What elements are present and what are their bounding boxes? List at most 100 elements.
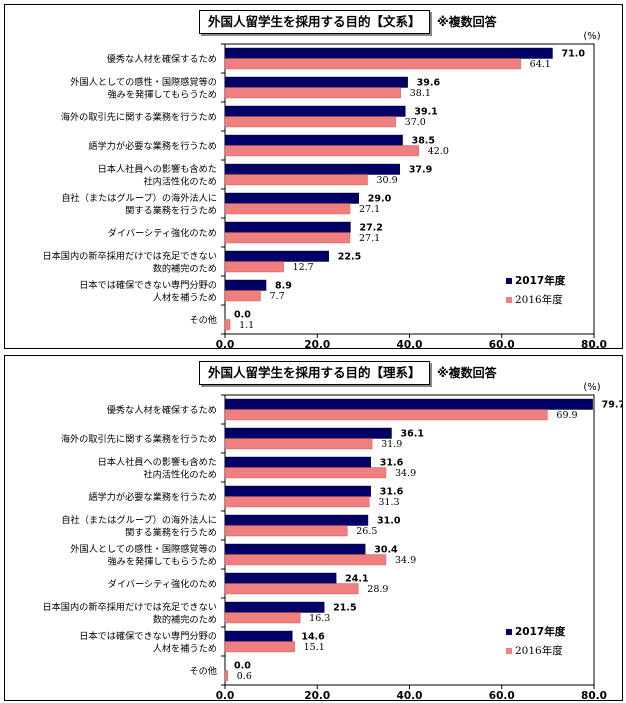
category-label: 人材を補うため bbox=[153, 642, 217, 654]
category-label: 強みを発揮してもらうため bbox=[107, 555, 217, 567]
bar-chart-sciences: (%) 0.0 20.0 40.0 60.0 80.0 優秀な人材を確保するため 79.7 69… bbox=[42, 382, 622, 700]
bar-2016 bbox=[224, 174, 368, 186]
data-label-2017: 31.6 bbox=[380, 487, 404, 498]
category-label: ダイバーシティ強化のため bbox=[108, 227, 217, 239]
bar-2017 bbox=[224, 485, 371, 497]
chart-note: ※複数回答 bbox=[437, 366, 497, 380]
category-label: 強みを発揮してもらうため bbox=[107, 88, 217, 100]
data-label-2016: 16.3 bbox=[309, 613, 330, 624]
bar-2017 bbox=[224, 221, 351, 233]
bar-2016 bbox=[224, 58, 521, 70]
bar-2016 bbox=[224, 290, 261, 302]
data-label-2016: 64.1 bbox=[530, 59, 551, 70]
bar-2016 bbox=[224, 583, 359, 595]
chart-title: 外国人留学生を採用する目的【文系】 bbox=[199, 10, 430, 34]
bar-2016 bbox=[224, 261, 284, 273]
category-label: 優秀な人材を確保するため bbox=[107, 404, 217, 416]
data-label-2017: 21.5 bbox=[333, 603, 356, 614]
bar-2017 bbox=[224, 543, 366, 555]
data-label-2016: 37.0 bbox=[405, 117, 426, 128]
bar-2017 bbox=[224, 279, 267, 291]
data-label-2016: 42.0 bbox=[428, 146, 449, 157]
data-label-2016: 7.7 bbox=[270, 291, 285, 302]
category-label: 日本国内の新卒採用だけでは充足できない bbox=[42, 250, 217, 262]
x-tick-label: 80.0 bbox=[581, 339, 607, 348]
category-label: 自社（またはグループ）の海外法人に bbox=[61, 514, 217, 526]
data-label-2016: 34.9 bbox=[395, 555, 416, 566]
category-label: 日本人社員への影響も含めた bbox=[98, 163, 217, 175]
chart-note: ※複数回答 bbox=[437, 15, 497, 29]
data-label-2017: 0.0 bbox=[234, 310, 251, 321]
data-label-2017: 31.6 bbox=[380, 458, 404, 469]
data-label-2016: 34.9 bbox=[395, 468, 416, 479]
x-tick-label: 60.0 bbox=[489, 339, 515, 348]
data-label-2017: 27.2 bbox=[359, 223, 382, 234]
bar-2017 bbox=[224, 514, 369, 526]
data-label-2016: 31.9 bbox=[381, 439, 402, 450]
category-label: 自社（またはグループ）の海外法人に bbox=[61, 192, 217, 204]
legend-swatch bbox=[506, 297, 512, 303]
category-label: 人材を補うため bbox=[153, 291, 217, 303]
x-tick-label: 40.0 bbox=[397, 339, 423, 348]
bar-2017 bbox=[224, 601, 325, 613]
data-label-2017: 24.1 bbox=[345, 574, 368, 585]
data-label-2017: 0.0 bbox=[234, 661, 251, 672]
bar-2017 bbox=[224, 47, 553, 59]
data-label-2016: 27.1 bbox=[359, 233, 380, 244]
bar-2017 bbox=[224, 630, 293, 642]
bar-2016 bbox=[224, 203, 351, 215]
bar-2016 bbox=[224, 145, 419, 157]
category-label: 関する業務を行うため bbox=[125, 526, 217, 538]
category-label: 社内活性化のため bbox=[144, 468, 218, 480]
bar-2017 bbox=[224, 427, 392, 439]
bar-2016 bbox=[224, 467, 387, 479]
category-label: 海外の取引先に関する業務を行うため bbox=[61, 433, 217, 445]
data-label-2016: 30.9 bbox=[377, 175, 398, 186]
bar-2016 bbox=[224, 554, 387, 566]
data-label-2017: 38.5 bbox=[412, 136, 435, 147]
x-tick-label: 0.0 bbox=[216, 690, 235, 700]
legend-swatch bbox=[506, 629, 512, 635]
bar-2017 bbox=[224, 192, 359, 204]
legend-label: 2017年度 bbox=[515, 274, 566, 287]
x-tick-label: 0.0 bbox=[216, 339, 235, 348]
bar-2017 bbox=[224, 76, 408, 88]
category-label: 語学力が必要な業務を行うため bbox=[88, 140, 217, 152]
bar-2016 bbox=[224, 87, 401, 99]
data-label-2017: 79.7 bbox=[602, 400, 622, 411]
x-tick-label: 80.0 bbox=[581, 690, 607, 700]
category-label: 日本では確保できない専門分野の bbox=[79, 279, 217, 291]
data-label-2017: 22.5 bbox=[338, 252, 361, 263]
data-label-2017: 37.9 bbox=[409, 165, 432, 176]
bar-2016 bbox=[224, 496, 370, 508]
data-label-2017: 29.0 bbox=[368, 194, 392, 205]
bar-2016 bbox=[224, 641, 295, 653]
category-label: その他 bbox=[189, 314, 217, 326]
data-label-2017: 39.1 bbox=[414, 107, 437, 118]
legend-label: 2016年度 bbox=[515, 644, 563, 657]
chart-panel-sciences: 外国人留学生を採用する目的【理系】 ※複数回答 (%) 0.0 20.0 40.0 60… bbox=[4, 355, 623, 701]
data-label-2016: 28.9 bbox=[367, 584, 388, 595]
data-label-2017: 8.9 bbox=[275, 281, 292, 292]
legend-label: 2016年度 bbox=[515, 293, 563, 306]
data-label-2016: 38.1 bbox=[410, 88, 431, 99]
bar-2016 bbox=[224, 612, 301, 624]
legend-label: 2017年度 bbox=[515, 625, 566, 638]
category-label: 数的補完のため bbox=[153, 613, 217, 625]
x-tick-label: 20.0 bbox=[304, 690, 330, 700]
data-label-2016: 1.1 bbox=[239, 320, 254, 331]
chart-panel-humanities: 外国人留学生を採用する目的【文系】 ※複数回答 (%) 0.0 20.0 40.0 60… bbox=[4, 4, 623, 349]
bar-2017 bbox=[224, 572, 337, 584]
bar-2017 bbox=[224, 456, 371, 468]
bar-2016 bbox=[224, 116, 396, 128]
category-label: 日本では確保できない専門分野の bbox=[79, 630, 217, 642]
x-tick-label: 20.0 bbox=[304, 339, 330, 348]
data-label-2016: 31.3 bbox=[378, 497, 399, 508]
data-label-2017: 39.6 bbox=[417, 78, 441, 89]
x-tick-label: 60.0 bbox=[489, 690, 515, 700]
legend-swatch bbox=[506, 648, 512, 654]
data-label-2017: 14.6 bbox=[301, 632, 325, 643]
bar-2016 bbox=[224, 319, 231, 331]
data-label-2017: 36.1 bbox=[401, 429, 424, 440]
category-label: 日本人社員への影響も含めた bbox=[98, 456, 217, 468]
